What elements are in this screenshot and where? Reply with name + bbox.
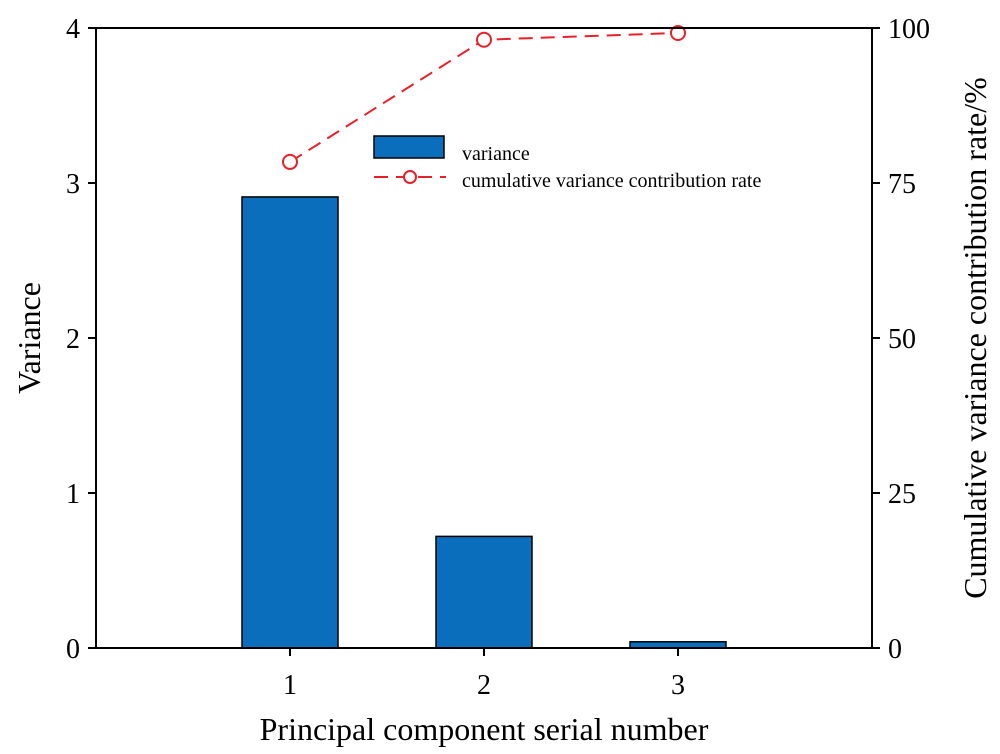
y2-tick-label: 50 [888,324,916,355]
variance-bar [241,196,339,649]
legend-cumulative-label: cumulative variance contribution rate [462,170,761,192]
legend-variance-label: variance [462,143,530,165]
legend-cumulative-marker [403,170,417,184]
x-axis-title: Principal component serial number [260,711,709,747]
y-tick-label: 3 [66,169,80,200]
y-tick-label: 4 [66,14,80,45]
bars-layer [241,196,727,649]
y2-tick-label: 25 [888,479,916,510]
ticks-layer: 0 1 2 3 4 0 25 50 75 100 1 2 3 [66,14,930,701]
y2-tick-label: 0 [888,634,902,665]
y2-axis-title: Cumulative variance contribution rate/% [957,77,993,599]
legend: variance cumulative variance contributio… [373,135,761,192]
y-tick-label: 1 [66,479,80,510]
x-tick-label: 3 [671,670,685,701]
y-tick-label: 0 [66,634,80,665]
y-axis-title: Variance [11,282,47,394]
y2-tick-label: 75 [888,169,916,200]
cumulative-line-layer [282,24,686,170]
cumulative-point [670,24,686,41]
x-tick-label: 1 [283,670,297,701]
cumulative-point [476,31,492,48]
legend-variance-swatch [373,135,445,159]
variance-bar [435,535,533,649]
y2-tick-label: 100 [888,14,930,45]
cumulative-point [282,153,298,170]
x-tick-label: 2 [477,670,491,701]
y-tick-label: 2 [66,324,80,355]
